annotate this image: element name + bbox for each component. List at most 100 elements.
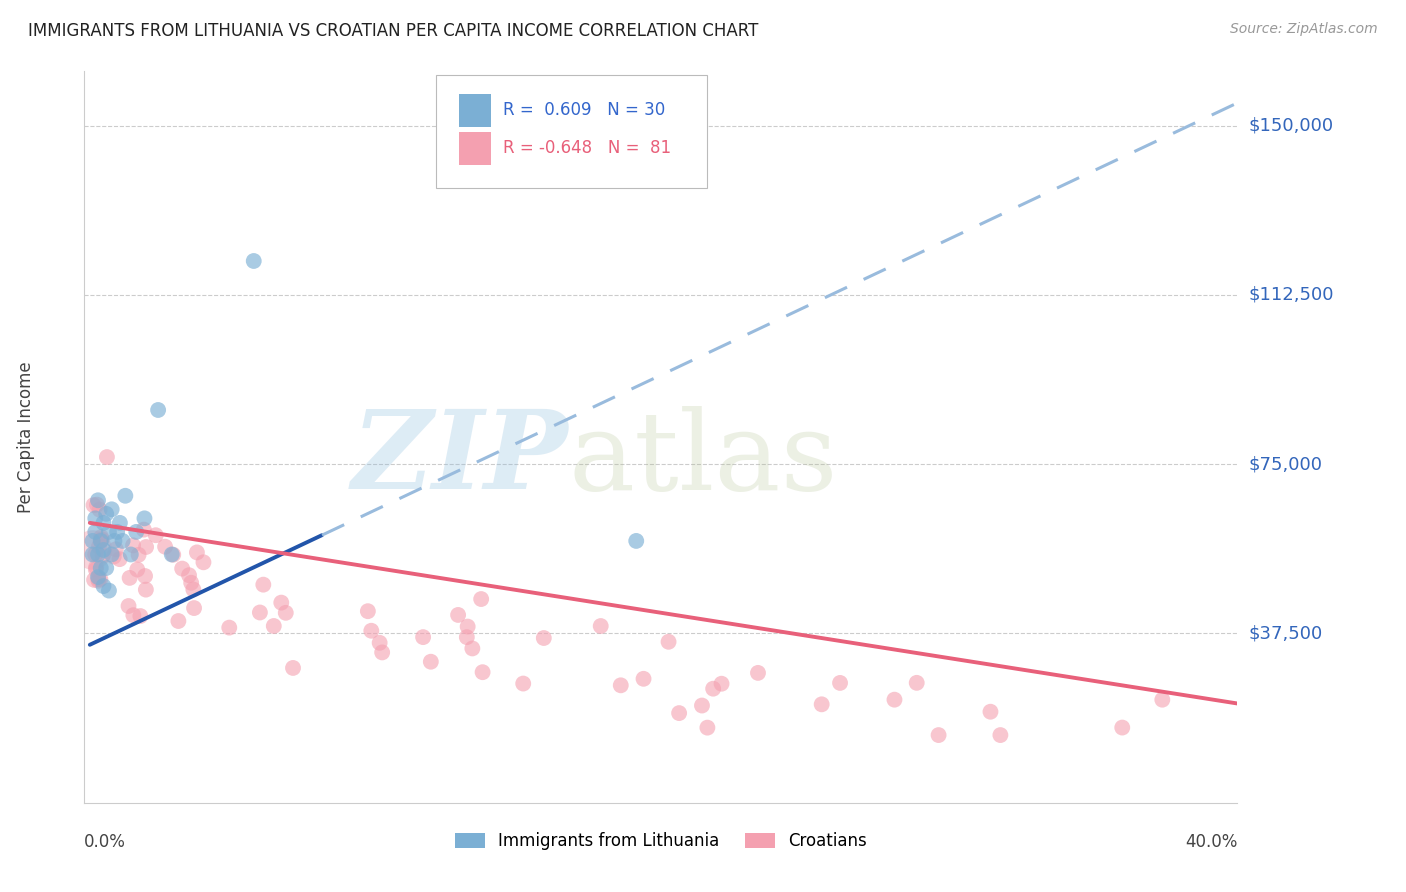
Point [146,403,169,417]
Point [87,493,110,508]
Point [97,524,120,539]
Point [533,631,555,645]
Point [183,601,205,615]
Text: 40.0%: 40.0% [1185,833,1237,851]
Text: Source: ZipAtlas.com: Source: ZipAtlas.com [1230,22,1378,37]
Point [412,630,434,644]
Point [83,498,105,512]
Point [89,572,111,586]
Point [105,524,128,539]
Point [186,545,208,559]
Point [626,533,648,548]
Text: 0.0%: 0.0% [84,833,127,851]
Point [83,573,105,587]
Point [419,655,441,669]
Point [103,533,125,548]
Text: $75,000: $75,000 [1249,455,1323,473]
Point [87,572,110,586]
Point [447,607,470,622]
Point [87,540,110,554]
Point [117,599,139,613]
Point [690,698,713,713]
Point [114,489,136,503]
Point [87,548,110,562]
Point [360,624,382,638]
Point [93,579,115,593]
Point [167,614,190,628]
Point [134,511,156,525]
Point [90,561,112,575]
Point [87,570,110,584]
Point [111,533,134,548]
Point [589,619,612,633]
Point [90,530,112,544]
Point [357,604,380,618]
Point [84,524,107,539]
Point [928,728,950,742]
Text: R = -0.648   N =  81: R = -0.648 N = 81 [503,139,671,157]
Point [84,563,107,577]
Point [270,596,292,610]
Point [153,540,176,554]
Point [160,548,183,562]
Point [100,548,122,562]
Point [658,634,681,648]
Point [108,552,131,566]
Point [747,665,769,680]
Point [702,681,724,696]
Text: Per Capita Income: Per Capita Income [17,361,35,513]
Point [242,254,264,268]
Point [122,538,145,552]
Point [633,672,655,686]
Point [828,676,851,690]
Point [810,698,832,712]
Point [1152,692,1174,706]
Point [128,548,150,562]
Point [122,608,145,623]
Point [135,540,157,554]
Point [90,533,112,548]
Point [84,511,107,525]
FancyBboxPatch shape [436,75,707,188]
Point [177,568,200,582]
FancyBboxPatch shape [460,94,491,127]
Point [97,583,120,598]
Point [457,619,479,633]
Point [89,502,111,516]
Point [127,562,149,576]
Point [274,606,297,620]
Point [710,677,733,691]
Text: $112,500: $112,500 [1249,285,1334,304]
Point [470,592,492,607]
Point [281,661,304,675]
Text: R =  0.609   N = 30: R = 0.609 N = 30 [503,101,665,120]
Point [263,619,285,633]
Point [104,542,127,557]
Point [979,705,1001,719]
Point [134,569,156,583]
Point [108,516,131,530]
Point [86,498,108,512]
Point [93,543,115,558]
Point [84,548,107,562]
Legend: Immigrants from Lithuania, Croatians: Immigrants from Lithuania, Croatians [449,825,873,856]
Point [118,571,141,585]
Point [82,533,104,548]
Point [125,524,148,539]
Point [129,609,152,624]
Point [218,621,240,635]
Text: $37,500: $37,500 [1249,624,1323,642]
Point [91,549,114,563]
Point [82,548,104,562]
Point [100,502,122,516]
Point [172,561,194,575]
Point [512,676,534,690]
Point [84,560,107,574]
Point [162,548,184,562]
Text: ZIP: ZIP [352,405,568,513]
Point [252,577,274,591]
Point [135,582,157,597]
Point [990,728,1012,742]
FancyBboxPatch shape [460,132,491,165]
Point [96,507,118,521]
